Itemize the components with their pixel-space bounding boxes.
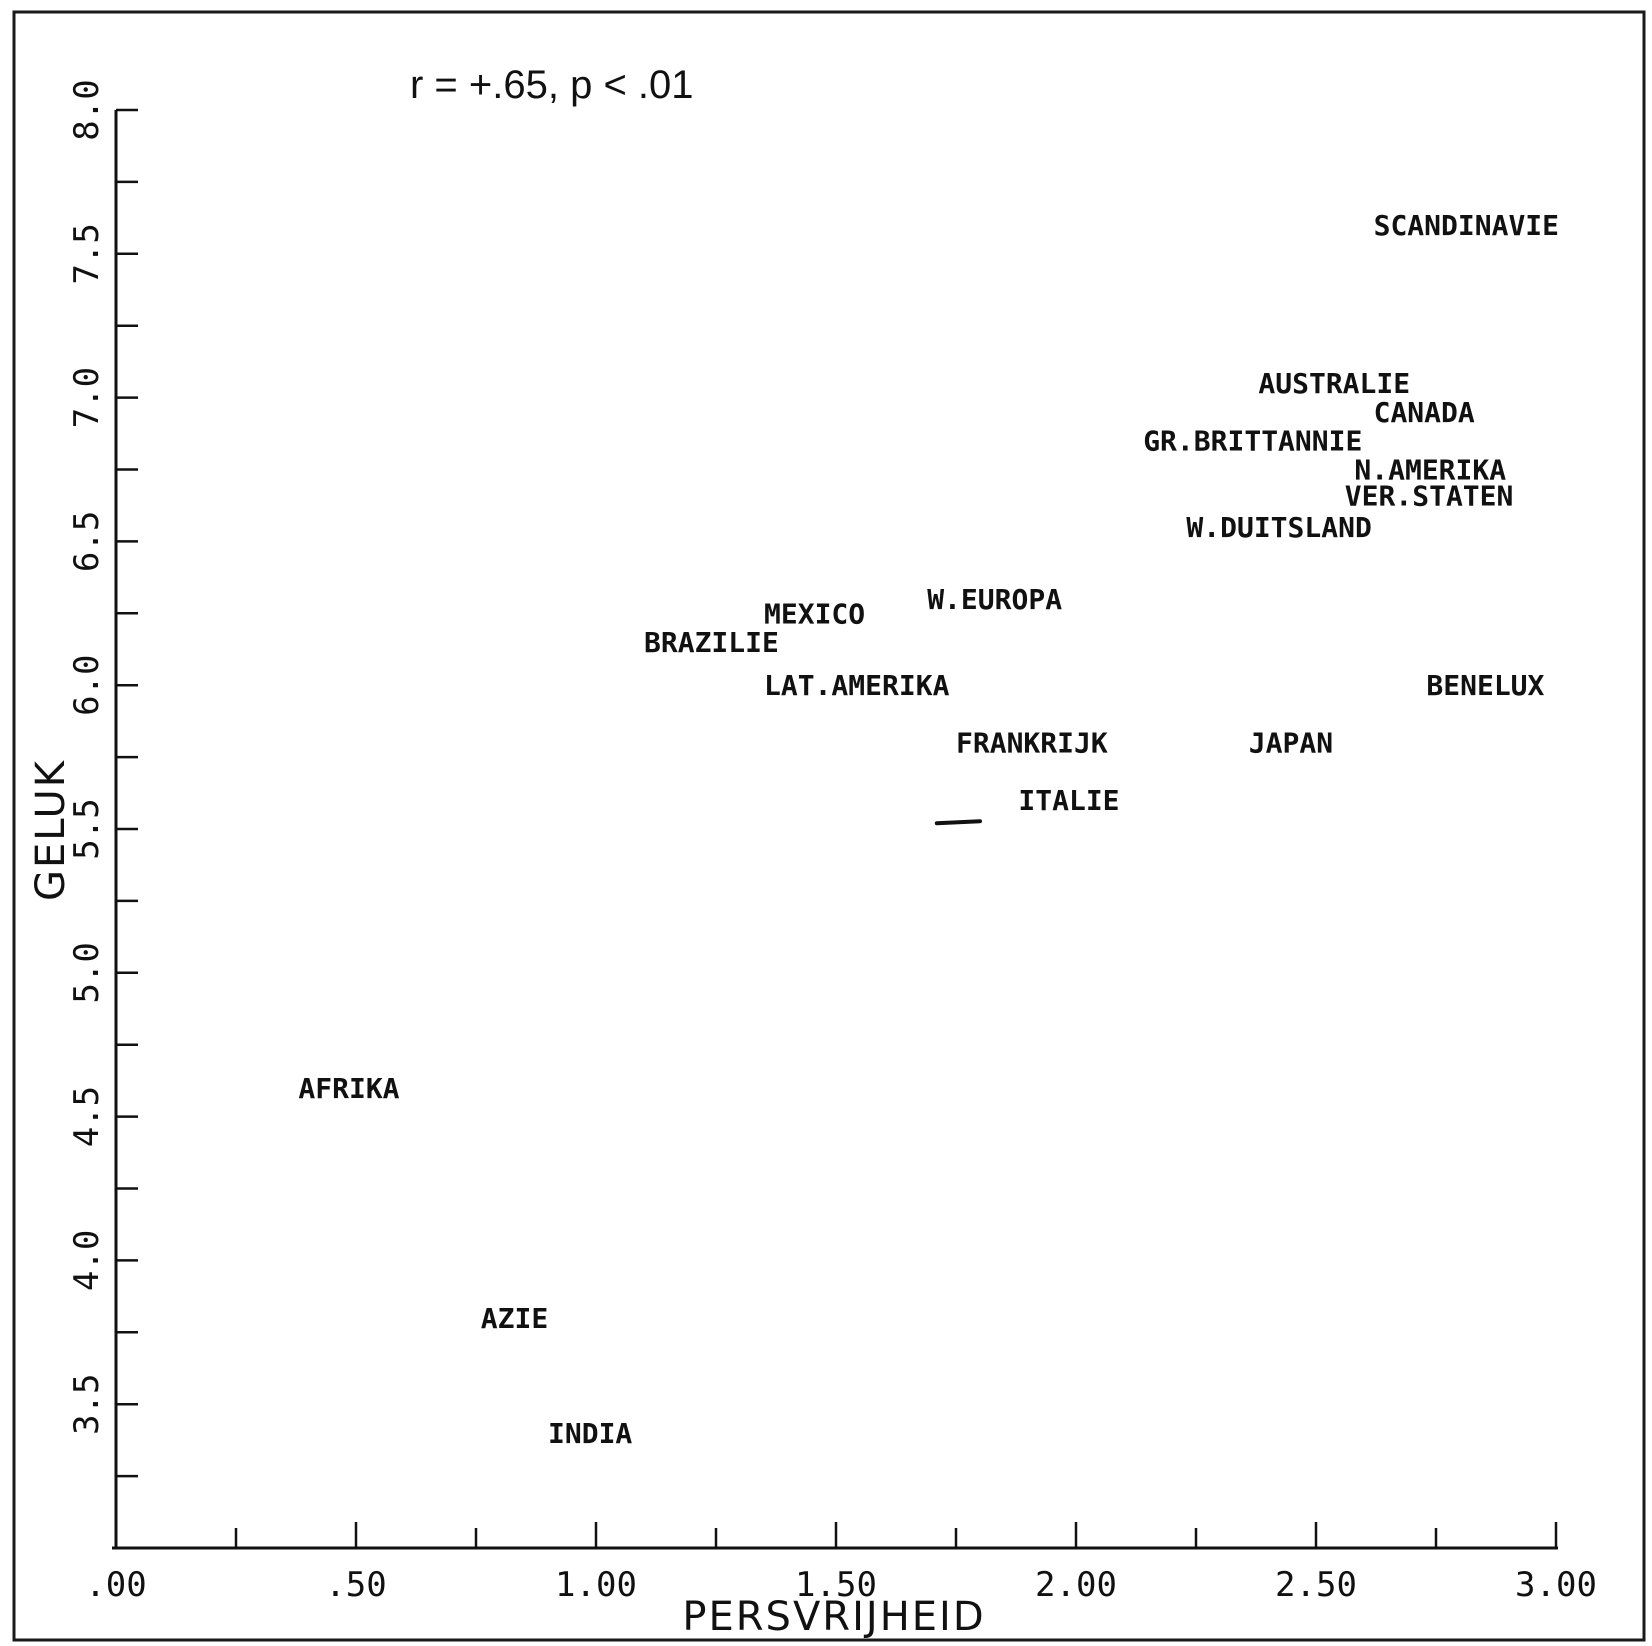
y-tick-label-7: 7.0 (67, 367, 107, 428)
point-label-12: FRANKRIJK (956, 727, 1108, 760)
x-axis-title: PERSVRIJHEID (682, 1594, 985, 1640)
x-tick-label-6: 3.00 (1515, 1565, 1597, 1605)
x-tick-label-5: 2.50 (1275, 1565, 1357, 1605)
y-axis-title: GELUK (28, 759, 74, 901)
y-tick-label-8: 7.5 (67, 223, 107, 284)
tick-group: .00 .50 1.00 1.50 2.00 2.50 3.00 3.5 4.0 4.5 5.0 5.… (67, 79, 1597, 1605)
point-label-3: GR.BRITTANNIE (1143, 425, 1362, 458)
outer-frame (12, 10, 1646, 1642)
x-tick-label-3: 1.50 (795, 1565, 877, 1605)
point-label-14: ITALIE (1018, 784, 1119, 817)
correlation-annotation: r = +.65, p < .01 (410, 63, 694, 107)
point-label-2: CANADA (1374, 396, 1475, 429)
x-tick-label-0: .00 (85, 1565, 146, 1605)
point-label-16: AZIE (481, 1302, 548, 1335)
y-tick-label-5: 6.0 (67, 654, 107, 715)
point-label-9: BRAZILIE (644, 626, 779, 659)
point-label-11: BENELUX (1426, 669, 1544, 702)
y-tick-label-4: 5.5 (67, 798, 107, 859)
mark-0 (934, 819, 982, 826)
y-tick-label-1: 4.0 (67, 1230, 107, 1291)
point-label-1: AUSTRALIE (1258, 367, 1410, 400)
point-label-4: N.AMERIKA (1354, 454, 1506, 487)
point-label-17: INDIA (548, 1417, 632, 1450)
x-tick-label-2: 1.00 (555, 1565, 637, 1605)
y-tick-label-3: 5.0 (67, 942, 107, 1003)
point-label-5: VER.STATEN (1345, 479, 1514, 512)
point-label-13: JAPAN (1249, 727, 1333, 760)
point-label-15: AFRIKA (298, 1072, 399, 1105)
x-tick-label-1: .50 (325, 1565, 386, 1605)
point-label-7: W.EUROPA (927, 583, 1062, 616)
mark-group (934, 819, 982, 826)
y-tick-label-9: 8.0 (67, 79, 107, 140)
y-tick-label-6: 6.5 (67, 511, 107, 572)
y-tick-label-0: 3.5 (67, 1373, 107, 1434)
point-label-10: LAT.AMERIKA (764, 669, 950, 702)
point-label-0: SCANDINAVIE (1374, 209, 1559, 242)
y-tick-label-2: 4.5 (67, 1086, 107, 1147)
point-label-6: W.DUITSLAND (1186, 511, 1371, 544)
x-tick-label-4: 2.00 (1035, 1565, 1117, 1605)
point-label-8: MEXICO (764, 597, 865, 630)
